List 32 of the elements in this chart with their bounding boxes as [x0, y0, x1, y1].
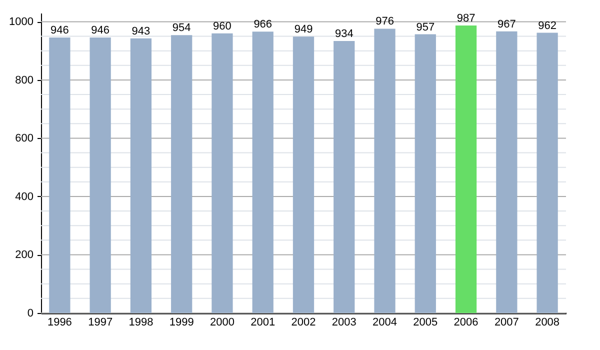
x-tick-label: 1999	[169, 316, 194, 328]
data-label: 949	[294, 24, 313, 36]
x-tick-label: 2007	[494, 316, 519, 328]
data-label: 934	[334, 28, 354, 40]
y-tick-label: 1000	[9, 16, 34, 28]
data-label: 987	[456, 12, 476, 25]
x-tick-label: 2008	[535, 316, 560, 328]
x-tick-label: 2005	[413, 316, 438, 328]
x-tick-label: 1996	[47, 316, 72, 328]
x-tick-label: 2000	[210, 316, 234, 328]
data-label: 954	[172, 22, 191, 34]
data-label: 943	[132, 25, 150, 38]
data-label: 957	[416, 21, 435, 34]
y-tick-label: 0	[27, 308, 34, 320]
x-tick-label: 2003	[332, 316, 356, 328]
y-tick-label: 200	[15, 249, 34, 262]
y-tick-label: 800	[15, 74, 34, 86]
data-label: 946	[91, 24, 110, 36]
x-tick-label: 1998	[128, 316, 154, 328]
data-label: 962	[538, 20, 556, 32]
x-tick-label: 1997	[88, 316, 113, 328]
data-label: 966	[254, 18, 272, 31]
data-label: 967	[497, 18, 516, 30]
data-label: 946	[50, 24, 69, 36]
y-tick-label: 400	[15, 190, 34, 203]
x-tick-label: 2006	[454, 316, 478, 328]
x-tick-label: 2001	[250, 316, 276, 328]
data-label: 960	[213, 20, 232, 32]
x-tick-label: 2002	[291, 316, 316, 328]
x-tick-label: 2004	[372, 316, 398, 328]
y-tick-label: 600	[15, 132, 34, 145]
data-label: 976	[376, 16, 394, 28]
